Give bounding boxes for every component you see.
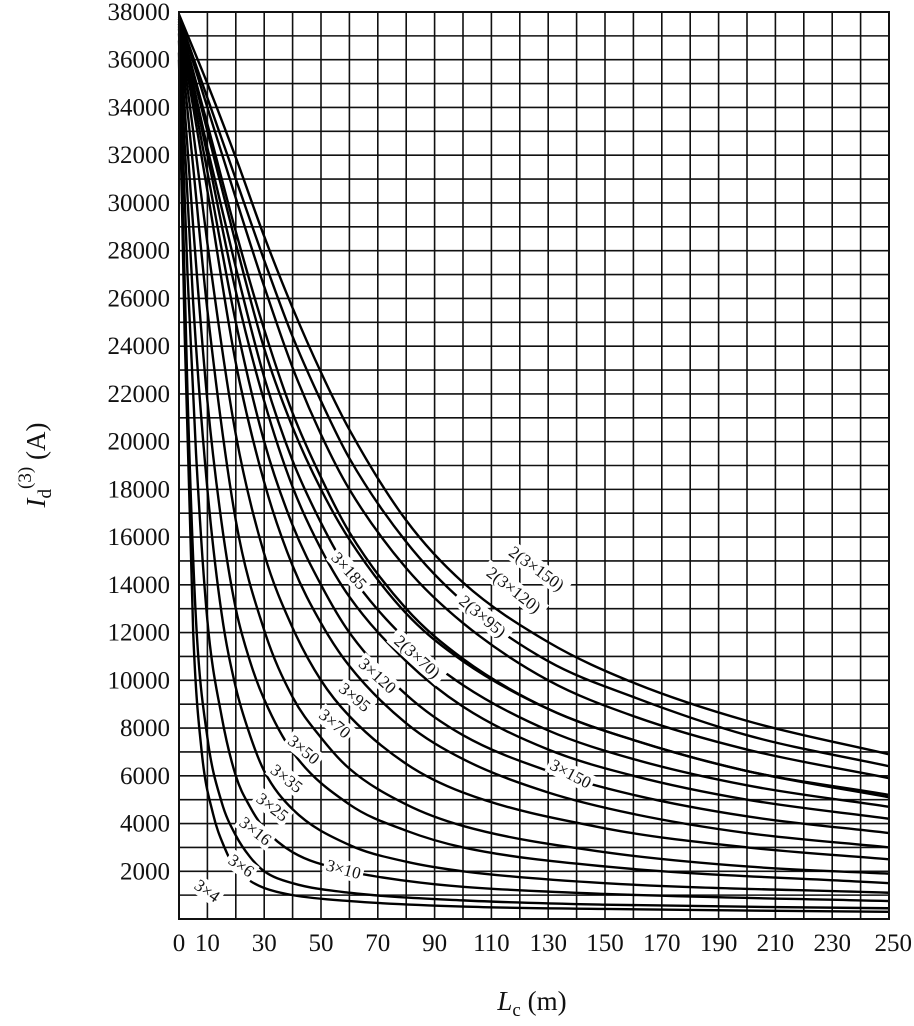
y-tick-label: 36000 bbox=[108, 47, 171, 74]
y-tick-label: 24000 bbox=[108, 333, 171, 360]
series-line-3-50 bbox=[177, 23, 890, 861]
y-tick-label: 10000 bbox=[108, 667, 171, 694]
x-tick-label: 70 bbox=[365, 930, 390, 957]
plot-frame bbox=[178, 11, 890, 920]
y-tick-label: 28000 bbox=[108, 238, 171, 265]
series-line-3-6 bbox=[177, 52, 890, 910]
series-line-3-35 bbox=[177, 26, 890, 875]
series-line-2-3-150 bbox=[177, 13, 890, 756]
x-tick-label: 230 bbox=[813, 930, 851, 957]
y-tick-label: 38000 bbox=[108, 0, 171, 26]
curve-label-backing bbox=[321, 854, 366, 884]
x-tick-label: 170 bbox=[643, 930, 681, 957]
curve-label-backing bbox=[451, 587, 515, 645]
x-tick-label: 50 bbox=[309, 930, 334, 957]
y-tick-label: 26000 bbox=[108, 285, 171, 312]
series-line-2-3-70 bbox=[177, 18, 890, 799]
curve-label-backing bbox=[333, 677, 377, 718]
series-curves bbox=[177, 13, 890, 914]
x-tick-label: 30 bbox=[252, 930, 277, 957]
y-tick-label: 4000 bbox=[120, 811, 170, 838]
y-tick-label: 22000 bbox=[108, 381, 171, 408]
x-tick-label: 150 bbox=[586, 930, 624, 957]
curve-label-backing bbox=[500, 538, 573, 599]
y-axis-subscript: d bbox=[35, 488, 56, 498]
series-line-3-25 bbox=[177, 28, 890, 885]
y-tick-label: 14000 bbox=[108, 572, 171, 599]
y-tick-label: 34000 bbox=[108, 94, 171, 121]
x-tick-label: 250 bbox=[875, 930, 913, 957]
x-axis-symbol: L bbox=[496, 986, 512, 1016]
curve-label-backing bbox=[250, 787, 295, 828]
series-line-3-185 bbox=[177, 18, 890, 797]
tick-labels: 2000 4000 6000 8000 10000 12000 14000 16000 1800… bbox=[108, 0, 913, 957]
y-tick-label: 20000 bbox=[108, 429, 171, 456]
curve-label: 3×10 bbox=[321, 854, 366, 884]
y-tick-label: 30000 bbox=[108, 190, 171, 217]
curve-label-text: 3×10 bbox=[324, 856, 363, 883]
curve-label: 3×4 bbox=[188, 873, 226, 908]
series-line-2-3-95 bbox=[177, 16, 890, 780]
curve-label: 3×150 bbox=[544, 753, 597, 794]
series-line-3-150 bbox=[177, 18, 890, 809]
y-tick-label: 12000 bbox=[108, 620, 171, 647]
y-tick-label: 18000 bbox=[108, 476, 171, 503]
y-axis-unit: (A) bbox=[21, 423, 51, 467]
y-tick-label: 6000 bbox=[120, 763, 170, 790]
y-tick-label: 16000 bbox=[108, 524, 171, 551]
y-tick-label: 32000 bbox=[108, 142, 171, 169]
curve-label-backing bbox=[325, 546, 373, 596]
curve-label-backing bbox=[544, 753, 597, 794]
x-tick-label: 110 bbox=[473, 930, 510, 957]
y-axis-superscript: (3) bbox=[15, 467, 36, 489]
x-axis-subscript: c bbox=[512, 1000, 520, 1021]
series-line-3-95 bbox=[177, 21, 890, 835]
x-tick-label: 90 bbox=[422, 930, 447, 957]
curve-label-backing bbox=[352, 652, 403, 700]
curve-label-backing bbox=[386, 627, 449, 686]
curve-label-backing bbox=[188, 873, 226, 908]
series-line-3-70 bbox=[177, 23, 890, 849]
x-tick-label: 210 bbox=[757, 930, 795, 957]
x-axis-unit: (m) bbox=[521, 986, 567, 1016]
curve-label: 3×95 bbox=[333, 677, 377, 718]
series-line-3-120 bbox=[177, 21, 890, 820]
curve-label-backing bbox=[264, 758, 309, 799]
curve-label-backing bbox=[313, 703, 357, 744]
x-tick-label: 190 bbox=[700, 930, 738, 957]
y-tick-label: 2000 bbox=[120, 858, 170, 885]
x-tick-label: 10 bbox=[195, 930, 220, 957]
curve-label-backing bbox=[222, 848, 260, 883]
series-line-2-3-120 bbox=[177, 16, 890, 768]
y-axis-symbol: I bbox=[21, 496, 51, 508]
series-line-3-16 bbox=[177, 33, 890, 894]
curve-label-backing bbox=[233, 811, 278, 852]
x-tick-label: 130 bbox=[529, 930, 567, 957]
y-axis-title: Id(3) (A) bbox=[15, 423, 56, 509]
series-line-3-10 bbox=[177, 40, 890, 903]
curve-label-backing bbox=[282, 729, 326, 771]
curve-label-backing bbox=[478, 559, 550, 621]
x-tick-label: 0 bbox=[173, 930, 186, 957]
y-tick-label: 8000 bbox=[120, 715, 170, 742]
x-axis-title: Lc (m) bbox=[496, 986, 566, 1021]
curve-label-text: 3×150 bbox=[547, 755, 594, 792]
